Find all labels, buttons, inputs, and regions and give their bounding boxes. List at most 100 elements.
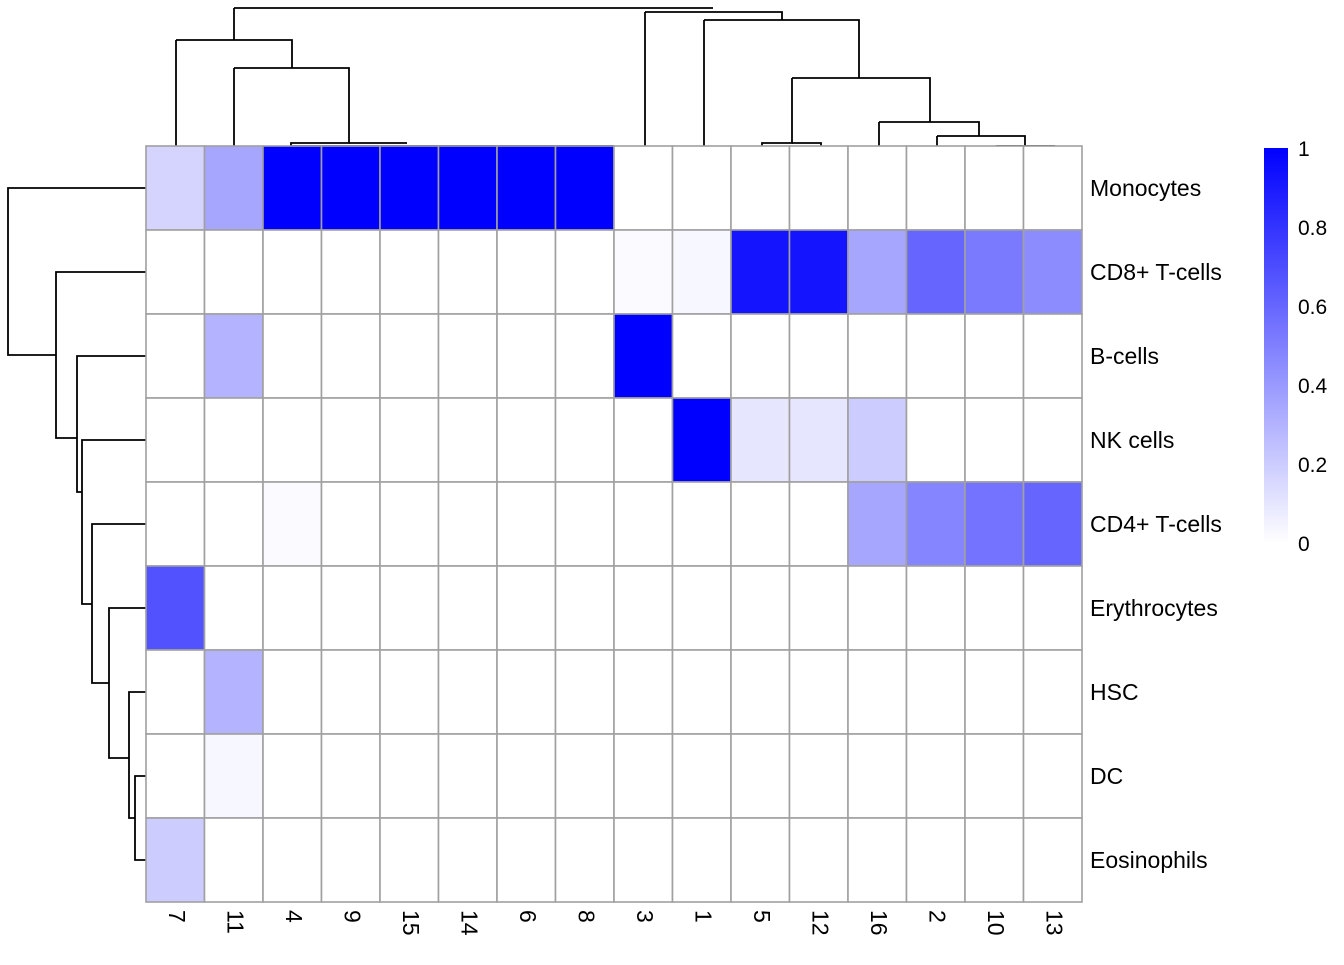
- heatmap-cell-cd8-t-cells-col-2: [905, 229, 966, 315]
- heatmap-cell-b-cells-col-6: [496, 313, 557, 399]
- heatmap-cell-erythrocytes-col-16: [847, 565, 908, 651]
- column-label-13: 13: [1042, 910, 1068, 936]
- column-dendrogram-link-18: [937, 135, 1026, 146]
- row-label-cd4-t-cells: CD4+ T-cells: [1090, 511, 1222, 537]
- heatmap-cell-erythrocytes-col-7: [145, 565, 206, 651]
- heatmap-cell-nk-cells-col-5: [730, 397, 791, 483]
- heatmap-cell-nk-cells-col-7: [145, 397, 206, 483]
- column-label-8: 8: [574, 910, 600, 923]
- heatmap-cell-hsc-col-6: [496, 649, 557, 735]
- column-label-2: 2: [925, 910, 951, 923]
- heatmap-cell-cd8-t-cells-col-5: [730, 229, 791, 315]
- heatmap-cell-b-cells-col-15: [379, 313, 440, 399]
- heatmap-cell-eosinophils-col-7: [145, 817, 206, 903]
- heatmap-cell-nk-cells-col-1: [671, 397, 732, 483]
- row-dendrogram-link-6: [108, 607, 146, 759]
- heatmap-cell-hsc-col-2: [905, 649, 966, 735]
- heatmap-cell-dc-col-12: [788, 733, 849, 819]
- heatmap-cell-erythrocytes-col-12: [788, 565, 849, 651]
- heatmap-cell-cd8-t-cells-col-10: [964, 229, 1025, 315]
- heatmap-cell-erythrocytes-col-6: [496, 565, 557, 651]
- heatmap-cell-eosinophils-col-6: [496, 817, 557, 903]
- heatmap-cell-b-cells-col-4: [262, 313, 323, 399]
- heatmap-cell-b-cells-col-16: [847, 313, 908, 399]
- heatmap-cell-eosinophils-col-2: [905, 817, 966, 903]
- heatmap-cell-monocytes-col-5: [730, 145, 791, 231]
- heatmap-cell-dc-col-3: [613, 733, 674, 819]
- column-label-10: 10: [983, 910, 1009, 936]
- heatmap-cell-hsc-col-12: [788, 649, 849, 735]
- heatmap-cell-monocytes-col-1: [671, 145, 732, 231]
- column-label-9: 9: [340, 910, 366, 923]
- heatmap-cell-cd8-t-cells-col-14: [437, 229, 498, 315]
- heatmap-cell-cd8-t-cells-col-9: [320, 229, 381, 315]
- column-label-14: 14: [457, 910, 483, 936]
- heatmap-cell-dc-col-5: [730, 733, 791, 819]
- heatmap-cell-nk-cells-col-8: [554, 397, 615, 483]
- heatmap-cell-nk-cells-col-3: [613, 397, 674, 483]
- heatmap-cell-erythrocytes-col-3: [613, 565, 674, 651]
- color-legend: 0 0.2 0.4 0.6 0.8 1: [1264, 138, 1328, 556]
- row-label-cd8-t-cells: CD8+ T-cells: [1090, 259, 1222, 285]
- heatmap-cell-dc-col-13: [1022, 733, 1083, 819]
- heatmap-cell-dc-col-10: [964, 733, 1025, 819]
- row-dendrogram-link-3: [76, 355, 146, 493]
- heatmap-cell-hsc-col-5: [730, 649, 791, 735]
- column-dendrogram-link-16: [879, 121, 980, 136]
- heatmap-cell-nk-cells-col-14: [437, 397, 498, 483]
- heatmap-cell-b-cells-col-8: [554, 313, 615, 399]
- heatmap-cell-eosinophils-col-13: [1022, 817, 1083, 903]
- legend-tick-label-0-2: 0.2: [1298, 454, 1327, 477]
- column-dendrogram-link-13: [792, 77, 931, 122]
- heatmap-cell-nk-cells-col-15: [379, 397, 440, 483]
- column-label-3: 3: [632, 910, 658, 923]
- heatmap-cell-hsc-col-15: [379, 649, 440, 735]
- heatmap-cell-cd8-t-cells-col-4: [262, 229, 323, 315]
- column-labels: 7 11 4 9 15 14 6 8 3 1 5 12 16 2 10 13: [164, 910, 1068, 936]
- heatmap-cell-monocytes-col-8: [554, 145, 615, 231]
- column-dendrogram-link-9: [645, 11, 783, 20]
- heatmap-cell-erythrocytes-col-10: [964, 565, 1025, 651]
- heatmap-cell-cd8-t-cells-col-3: [613, 229, 674, 315]
- heatmap-cell-cd8-t-cells-col-16: [847, 229, 908, 315]
- heatmap-cell-erythrocytes-col-4: [262, 565, 323, 651]
- heatmap-cell-eosinophils-col-1: [671, 817, 732, 903]
- heatmap-cell-monocytes-col-4: [262, 145, 323, 231]
- column-dendrogram-link-15: [792, 142, 822, 146]
- heatmap-cell-cd8-t-cells-col-1: [671, 229, 732, 315]
- heatmap-cell-cd8-t-cells-col-11: [203, 229, 264, 315]
- heatmap-cell-b-cells-col-12: [788, 313, 849, 399]
- heatmap-cell-dc-col-7: [145, 733, 206, 819]
- heatmap-cell-eosinophils-col-11: [203, 817, 264, 903]
- heatmap-cell-cd8-t-cells-col-8: [554, 229, 615, 315]
- row-dendrogram-link-8: [134, 775, 146, 861]
- heatmap-cell-dc-col-6: [496, 733, 557, 819]
- column-label-11: 11: [223, 910, 249, 934]
- column-label-4: 4: [281, 910, 307, 923]
- heatmap-cell-erythrocytes-col-9: [320, 565, 381, 651]
- heatmap-cell-monocytes-col-6: [496, 145, 557, 231]
- heatmap-cell-eosinophils-col-9: [320, 817, 381, 903]
- row-label-dc: DC: [1090, 763, 1123, 789]
- heatmap-cell-cd4-t-cells-col-11: [203, 481, 264, 567]
- legend-color-bar: [1264, 148, 1288, 543]
- heatmap-cell-nk-cells-col-6: [496, 397, 557, 483]
- column-dendrogram-link-1: [234, 67, 350, 146]
- heatmap-cell-cd4-t-cells-col-13: [1022, 481, 1083, 567]
- column-dendrogram-link-4: [176, 39, 293, 68]
- heatmap-cell-b-cells-col-5: [730, 313, 791, 399]
- heatmap-cell-nk-cells-col-11: [203, 397, 264, 483]
- heatmap-cell-b-cells-col-1: [671, 313, 732, 399]
- heatmap-cell-hsc-col-14: [437, 649, 498, 735]
- heatmap-cell-b-cells-col-3: [613, 313, 674, 399]
- heatmap-cell-monocytes-col-2: [905, 145, 966, 231]
- row-label-monocytes: Monocytes: [1090, 175, 1201, 201]
- row-label-b-cells: B-cells: [1090, 343, 1159, 369]
- heatmap-cell-monocytes-col-14: [437, 145, 498, 231]
- heatmap-cell-erythrocytes-col-5: [730, 565, 791, 651]
- heatmap-cell-eosinophils-col-14: [437, 817, 498, 903]
- heatmap-cell-dc-col-16: [847, 733, 908, 819]
- row-label-eosinophils: Eosinophils: [1090, 847, 1208, 873]
- heatmap-cell-monocytes-col-11: [203, 145, 264, 231]
- heatmap-cell-cd8-t-cells-col-6: [496, 229, 557, 315]
